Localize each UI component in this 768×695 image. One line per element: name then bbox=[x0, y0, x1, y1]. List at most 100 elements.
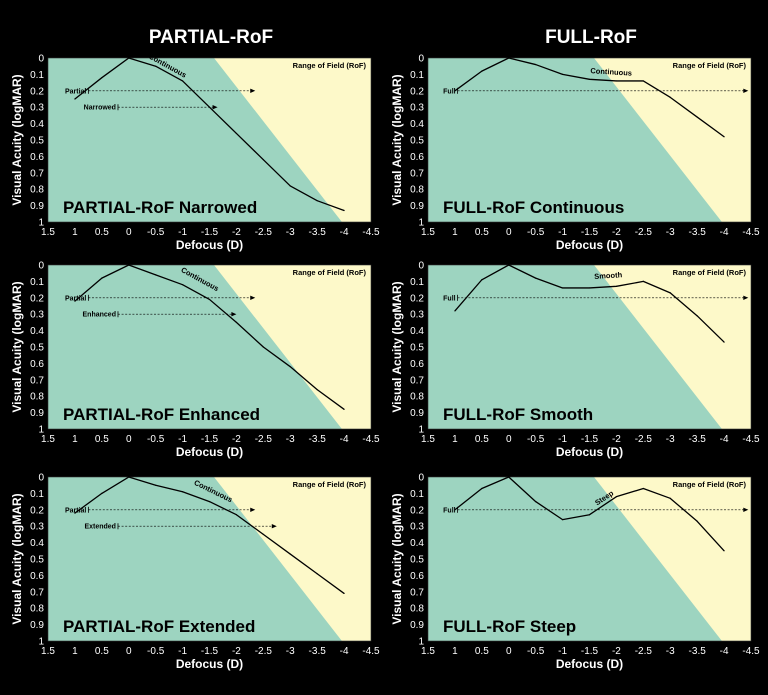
range-label-partial: Partial bbox=[65, 507, 86, 514]
range-label-narrowed: Narrowed bbox=[84, 105, 116, 112]
x-tick-label: 0 bbox=[126, 227, 132, 238]
x-tick-label: -2.5 bbox=[635, 227, 653, 238]
curve-point bbox=[615, 496, 618, 498]
panel-title: FULL-RoF Steep bbox=[443, 617, 576, 636]
curve-point bbox=[208, 106, 211, 108]
x-tick-label: -4 bbox=[720, 646, 729, 657]
chart-panel-5: 00.10.20.30.40.50.60.70.80.911.5 1 0.5 0 -0.… bbox=[10, 473, 380, 672]
x-tick-label: 0.5 bbox=[95, 434, 109, 445]
panel-title: PARTIAL-RoF Extended bbox=[63, 617, 255, 636]
y-tick-label: 0.3 bbox=[410, 310, 424, 321]
curve-point bbox=[262, 533, 264, 536]
curve-label: Smooth bbox=[594, 270, 623, 281]
curve-point bbox=[208, 501, 211, 503]
y-tick-label: 1 bbox=[418, 425, 424, 436]
x-tick-label: -2 bbox=[612, 227, 621, 238]
x-tick-label: -4.5 bbox=[742, 227, 760, 238]
y-tick-label: 0.4 bbox=[410, 538, 424, 549]
y-tick-label: 0 bbox=[418, 54, 424, 65]
curve-point bbox=[289, 366, 291, 368]
panel-title: FULL-RoF Continuous bbox=[443, 198, 624, 217]
y-tick-label: 1 bbox=[38, 218, 44, 229]
curve-point bbox=[155, 274, 157, 276]
curve-point bbox=[508, 476, 510, 478]
y-tick-label: 0.2 bbox=[410, 293, 424, 304]
chart-panel-1: 00.10.20.30.40.50.60.70.80.911.5 1 0.5 0 -0.… bbox=[10, 52, 380, 252]
panel-title: FULL-RoF Smooth bbox=[443, 405, 593, 424]
y-tick-label: 0.2 bbox=[410, 86, 424, 97]
x-tick-label: -1 bbox=[178, 227, 187, 238]
y-tick-label: 1 bbox=[418, 637, 424, 648]
y-tick-label: 0.9 bbox=[30, 201, 44, 212]
plot-frame bbox=[47, 264, 372, 430]
y-tick-label: 1 bbox=[38, 425, 44, 436]
chart-panel-3: 00.10.20.30.40.50.60.70.80.911.5 1 0.5 0 -0.… bbox=[10, 261, 380, 460]
y-tick-label: 0.1 bbox=[30, 489, 44, 500]
x-tick-label: 0 bbox=[506, 646, 512, 657]
y-tick-label: 0.6 bbox=[410, 152, 424, 163]
x-tick-label: -0.5 bbox=[147, 434, 165, 445]
y-tick-label: 1 bbox=[418, 218, 424, 229]
y-tick-label: 0.8 bbox=[30, 392, 44, 403]
rof-band-4 bbox=[48, 58, 342, 222]
curve-point bbox=[669, 497, 671, 499]
y-tick-label: 0.6 bbox=[30, 359, 44, 370]
curve-point bbox=[481, 70, 483, 72]
y-tick-label: 0.2 bbox=[30, 86, 44, 97]
x-tick-label: 1.5 bbox=[41, 434, 55, 445]
y-tick-label: 0.3 bbox=[30, 103, 44, 114]
curve-point bbox=[561, 287, 564, 289]
x-tick-label: -1 bbox=[558, 646, 567, 657]
curve-point bbox=[642, 80, 644, 82]
curve-point bbox=[723, 341, 725, 343]
y-tick-label: 0.9 bbox=[410, 201, 424, 212]
x-tick-label: -1 bbox=[178, 434, 187, 445]
x-tick-label: -4.5 bbox=[362, 434, 380, 445]
curve-point bbox=[481, 487, 483, 490]
curve-point bbox=[615, 80, 618, 82]
rof-band-4 bbox=[428, 265, 722, 429]
y-axis-title: Visual Acuity (logMAR) bbox=[10, 281, 24, 412]
curve-point bbox=[74, 98, 76, 100]
curve-point bbox=[316, 573, 318, 575]
curve-point bbox=[235, 514, 238, 516]
panel-background bbox=[428, 58, 751, 222]
x-tick-label: -3 bbox=[666, 646, 675, 657]
y-tick-label: 0.1 bbox=[410, 277, 424, 288]
x-tick-label: -1 bbox=[558, 227, 567, 238]
x-tick-label: -4 bbox=[720, 227, 729, 238]
column-title-partial: PARTIAL-RoF bbox=[149, 27, 273, 48]
curve-point bbox=[181, 491, 184, 493]
x-tick-label: -0.5 bbox=[527, 227, 545, 238]
range-of-field-label: Range of Field (RoF) bbox=[673, 61, 747, 70]
curve-point bbox=[128, 476, 130, 478]
y-tick-label: 0.8 bbox=[30, 604, 44, 615]
x-tick-label: 1.5 bbox=[421, 434, 435, 445]
panels: 00.10.20.30.40.50.60.70.80.911.5 1 0.5 0 -0.… bbox=[10, 52, 760, 671]
curve-point bbox=[696, 520, 698, 522]
rof-band-4 bbox=[428, 477, 722, 641]
y-tick-label: 0.9 bbox=[410, 408, 424, 419]
y-tick-label: 0.5 bbox=[30, 136, 44, 147]
y-tick-label: 0.5 bbox=[30, 343, 44, 354]
range-arrow-head bbox=[212, 105, 218, 110]
y-tick-label: 0 bbox=[38, 473, 44, 484]
curve-point bbox=[508, 264, 510, 266]
chart-panel-2: 00.10.20.30.40.50.60.70.80.911.5 1 0.5 0 -0.… bbox=[390, 54, 760, 253]
curve-point bbox=[155, 484, 157, 486]
x-tick-label: -3 bbox=[666, 434, 675, 445]
x-tick-label: -3.5 bbox=[689, 646, 707, 657]
chart-panel-4: 00.10.20.30.40.50.60.70.80.911.5 1 0.5 0 -0.… bbox=[390, 261, 760, 460]
y-tick-label: 0.6 bbox=[410, 571, 424, 582]
y-tick-label: 0.2 bbox=[30, 293, 44, 304]
curve-point bbox=[101, 277, 103, 279]
curve-point bbox=[262, 159, 264, 161]
curve-point bbox=[696, 116, 698, 118]
y-tick-label: 0.3 bbox=[410, 522, 424, 533]
range-arrow-head bbox=[743, 88, 749, 93]
y-tick-label: 0.9 bbox=[410, 620, 424, 631]
range-arrow-head bbox=[271, 524, 277, 529]
y-tick-label: 0.8 bbox=[410, 185, 424, 196]
y-tick-label: 0 bbox=[38, 54, 44, 65]
x-tick-label: -1.5 bbox=[201, 434, 219, 445]
